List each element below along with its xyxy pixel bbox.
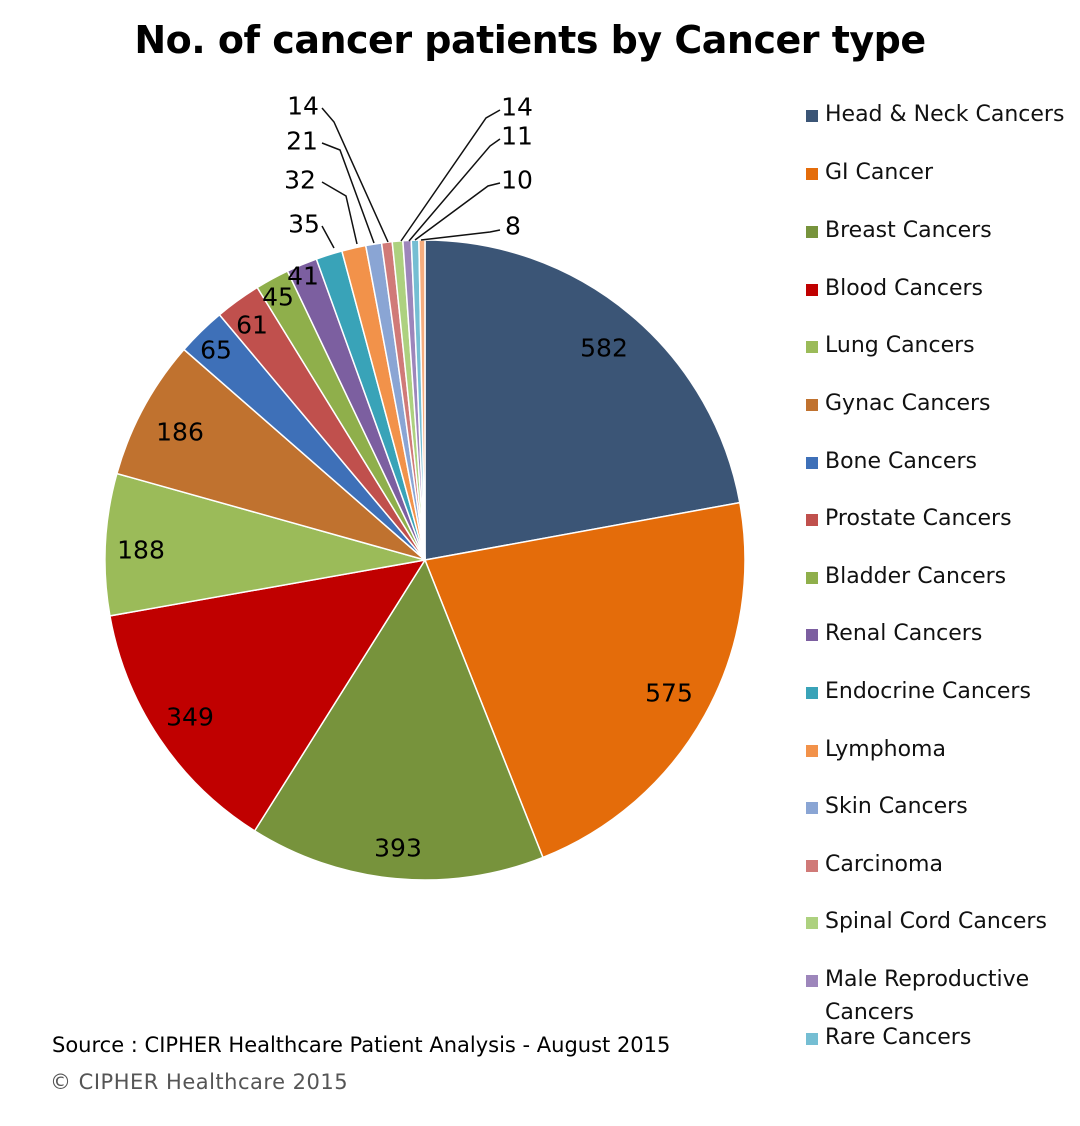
source-note: Source : CIPHER Healthcare Patient Analy… [52,1033,671,1057]
legend-swatch [806,284,818,296]
leader-line [321,181,358,245]
legend-label: Renal Cancers [825,621,983,646]
legend-swatch [806,745,818,757]
data-label: 188 [117,536,165,565]
legend-label: Spinal Cord Cancers [825,909,1047,934]
data-label: 45 [262,283,294,312]
legend-swatch [806,975,818,987]
legend-label: Bone Cancers [825,449,977,474]
legend-swatch [806,341,818,353]
leader-line [400,109,501,242]
legend-label: Bladder Cancers [825,564,1007,589]
legend-label: Breast Cancers [825,218,992,243]
pie-slice-blood-cancers [109,558,427,832]
legend-label: Male Reproductive Cancers [825,967,1030,1025]
legend-label: Endocrine Cancers [825,679,1031,704]
legend-swatch [806,399,818,411]
legend-label: Carcinoma [825,852,943,877]
legend-swatch [806,457,818,469]
data-label: 349 [166,703,214,732]
legend-label: GI Cancer [825,160,933,185]
pie-slice-breast-cancers [253,558,544,881]
pie-slice-gi-cancer [423,501,746,859]
data-label: 61 [236,311,268,340]
copyright-text: © CIPHER Healthcare 2015 [50,1070,349,1094]
legend-swatch [806,802,818,814]
data-label: 575 [645,679,693,708]
data-label: 41 [287,262,319,291]
legend-swatch [806,629,818,641]
legend-swatch [806,687,818,699]
legend-swatch [806,860,818,872]
legend-label: Skin Cancers [825,794,968,819]
legend-label: Prostate Cancers [825,506,1012,531]
legend-label: Lymphoma [825,737,946,762]
legend-swatch [806,110,818,122]
legend-label: Gynac Cancers [825,391,991,416]
leader-line [408,138,501,242]
data-label: 10 [501,166,533,195]
pie-slice-lung-cancers [104,472,426,617]
legend-swatch [806,1033,818,1045]
data-label: 14 [501,93,533,122]
leader-line [420,229,501,241]
legend-label: Rare Cancers [825,1025,972,1050]
data-label: 8 [505,212,521,241]
data-label: 11 [501,122,533,151]
pie-slices [104,239,746,881]
legend-label: Head & Neck Cancers [825,102,1065,127]
leader-line [321,107,389,243]
legend-swatch [806,917,818,929]
legend-swatch [806,226,818,238]
pie-slice-head-neck-cancers [424,239,741,561]
legend-swatch [806,168,818,180]
leader-line [321,142,375,244]
legend-label: Blood Cancers [825,276,984,301]
data-label: 393 [374,834,422,863]
data-label: 65 [200,336,232,365]
legend-swatch [806,572,818,584]
legend-label: Lung Cancers [825,333,975,358]
pie-slice-gynac-cancers [115,348,426,561]
data-label: 14 [287,92,319,121]
leader-line [321,225,335,249]
leader-lines [321,107,501,249]
chart-title: No. of cancer patients by Cancer type [134,18,926,62]
leader-line [414,182,501,241]
data-label: 582 [580,334,628,363]
data-label: 21 [286,127,318,156]
data-label: 186 [156,418,204,447]
data-label: 35 [288,210,320,239]
legend-swatch [806,514,818,526]
data-label: 32 [284,166,316,195]
